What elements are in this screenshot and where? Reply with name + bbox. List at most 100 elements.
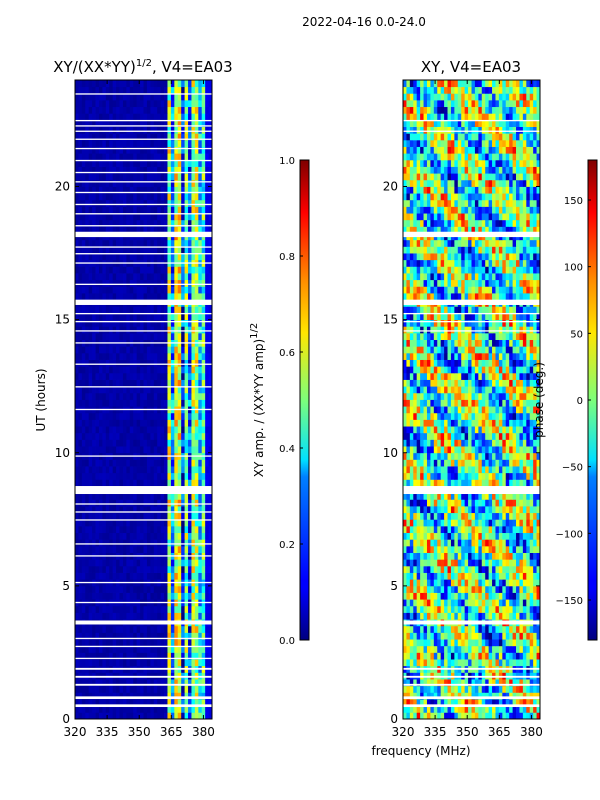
heatmap-cell <box>78 419 83 427</box>
heatmap-cell <box>198 492 203 500</box>
heatmap-cell <box>194 366 199 374</box>
heatmap-cell <box>88 159 93 167</box>
heatmap-cell <box>495 692 500 700</box>
heatmap-cell <box>529 585 534 593</box>
heatmap-cell <box>112 386 117 394</box>
heatmap-cell <box>129 293 134 301</box>
heatmap-cell <box>95 352 100 360</box>
heatmap-cell <box>129 512 134 520</box>
heatmap-cell <box>420 652 424 660</box>
heatmap-cell <box>85 532 90 540</box>
heatmap-cell <box>112 545 117 553</box>
heatmap-cell <box>81 466 86 474</box>
heatmap-cell <box>153 326 158 334</box>
heatmap-cell <box>105 352 110 360</box>
heatmap-cell <box>105 279 110 287</box>
heatmap-cell <box>129 153 134 161</box>
heatmap-cell <box>188 645 192 653</box>
heatmap-cell <box>92 585 96 593</box>
heatmap-cell <box>198 459 203 467</box>
heatmap-cell <box>170 139 175 147</box>
heatmap-cell <box>133 146 138 154</box>
heatmap-cell <box>177 692 182 700</box>
heatmap-cell <box>201 206 206 214</box>
heatmap-cell <box>406 659 411 667</box>
heatmap-cell <box>81 139 86 147</box>
heatmap-cell <box>150 459 155 467</box>
heatmap-cell <box>102 492 107 500</box>
heatmap-cell <box>160 146 165 154</box>
heatmap-cell <box>164 106 168 114</box>
heatmap-cell <box>177 239 182 247</box>
heatmap-cell <box>112 346 117 354</box>
heatmap-cell <box>157 632 162 640</box>
heatmap-cell <box>516 712 520 719</box>
heatmap-cell <box>98 392 103 400</box>
heatmap-cell <box>116 525 120 534</box>
heatmap-cell <box>75 326 79 334</box>
heatmap-cell <box>437 645 442 653</box>
heatmap-cell <box>478 645 483 653</box>
heatmap-cell <box>170 352 175 360</box>
heatmap-cell <box>416 692 421 700</box>
heatmap-cell <box>126 645 131 653</box>
heatmap-cell <box>208 372 212 380</box>
heatmap-cell <box>437 632 442 640</box>
heatmap-cell <box>157 499 162 507</box>
heatmap-cell <box>81 159 86 167</box>
heatmap-cell <box>78 625 83 633</box>
heatmap-cell <box>481 572 486 580</box>
heatmap-cell <box>160 525 165 534</box>
heatmap-cell <box>167 126 172 134</box>
heatmap-cell <box>170 506 175 514</box>
heatmap-cell <box>184 206 189 214</box>
heatmap-cell <box>205 213 209 221</box>
heatmap-cell <box>78 399 83 407</box>
heatmap-cell <box>536 632 540 640</box>
heatmap-cell <box>420 645 424 653</box>
heatmap-cell <box>126 186 131 194</box>
heatmap-cell <box>509 712 513 719</box>
heatmap-cell <box>95 659 100 667</box>
heatmap-cell <box>167 153 172 161</box>
heatmap-cell <box>146 525 151 534</box>
heatmap-cell <box>95 80 100 88</box>
heatmap-cell <box>140 106 144 114</box>
heatmap-cell <box>153 93 158 101</box>
heatmap-cell <box>174 692 179 700</box>
heatmap-cell <box>498 552 503 560</box>
heatmap-cell <box>164 539 168 547</box>
heatmap-cell <box>88 186 93 194</box>
heatmap-cell <box>112 565 117 573</box>
heatmap-cell <box>146 146 151 154</box>
heatmap-cell <box>164 386 168 394</box>
heatmap-cell <box>119 545 124 553</box>
heatmap-cell <box>495 625 500 633</box>
heatmap-cell <box>92 186 96 194</box>
y-tick-label: 20 <box>55 180 70 194</box>
heatmap-cell <box>474 652 479 660</box>
heatmap-cell <box>92 632 96 640</box>
heatmap-cell <box>184 692 189 700</box>
heatmap-cell <box>433 559 438 567</box>
heatmap-cell <box>170 659 175 667</box>
heatmap-cell <box>102 432 107 440</box>
heatmap-cell <box>143 86 148 94</box>
heatmap-cell <box>423 605 428 613</box>
heatmap-cell <box>153 126 158 134</box>
flagged-band <box>75 119 212 122</box>
heatmap-cell <box>122 585 127 593</box>
heatmap-cell <box>126 312 131 321</box>
heatmap-cell <box>122 432 127 440</box>
heatmap-cell <box>157 286 162 294</box>
heatmap-cell <box>160 366 165 374</box>
heatmap-cell <box>201 273 206 281</box>
heatmap-cell <box>116 685 120 693</box>
heatmap-cell <box>174 306 179 314</box>
heatmap-cell <box>406 572 411 580</box>
heatmap-cell <box>98 319 103 327</box>
heatmap-cell <box>529 692 534 700</box>
heatmap-cell <box>105 466 110 474</box>
heatmap-cell <box>177 412 182 420</box>
heatmap-cell <box>102 153 107 161</box>
